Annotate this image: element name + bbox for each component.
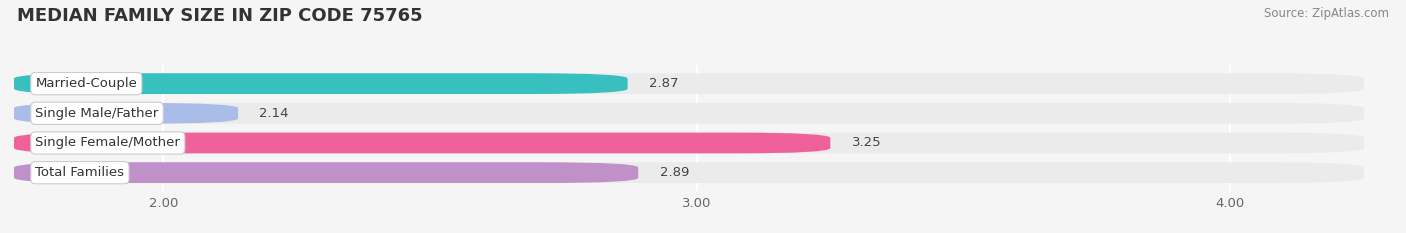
Text: Source: ZipAtlas.com: Source: ZipAtlas.com (1264, 7, 1389, 20)
FancyBboxPatch shape (14, 103, 238, 124)
FancyBboxPatch shape (14, 73, 1364, 94)
FancyBboxPatch shape (14, 162, 1364, 183)
Text: 2.87: 2.87 (650, 77, 679, 90)
FancyBboxPatch shape (14, 133, 831, 153)
FancyBboxPatch shape (14, 103, 1364, 124)
Text: Single Male/Father: Single Male/Father (35, 107, 159, 120)
Text: 2.14: 2.14 (260, 107, 290, 120)
Text: Single Female/Mother: Single Female/Mother (35, 137, 180, 150)
Text: 3.25: 3.25 (852, 137, 882, 150)
FancyBboxPatch shape (14, 73, 627, 94)
FancyBboxPatch shape (14, 133, 1364, 153)
Text: Married-Couple: Married-Couple (35, 77, 138, 90)
Text: 2.89: 2.89 (659, 166, 689, 179)
FancyBboxPatch shape (14, 162, 638, 183)
Text: Total Families: Total Families (35, 166, 124, 179)
Text: MEDIAN FAMILY SIZE IN ZIP CODE 75765: MEDIAN FAMILY SIZE IN ZIP CODE 75765 (17, 7, 422, 25)
